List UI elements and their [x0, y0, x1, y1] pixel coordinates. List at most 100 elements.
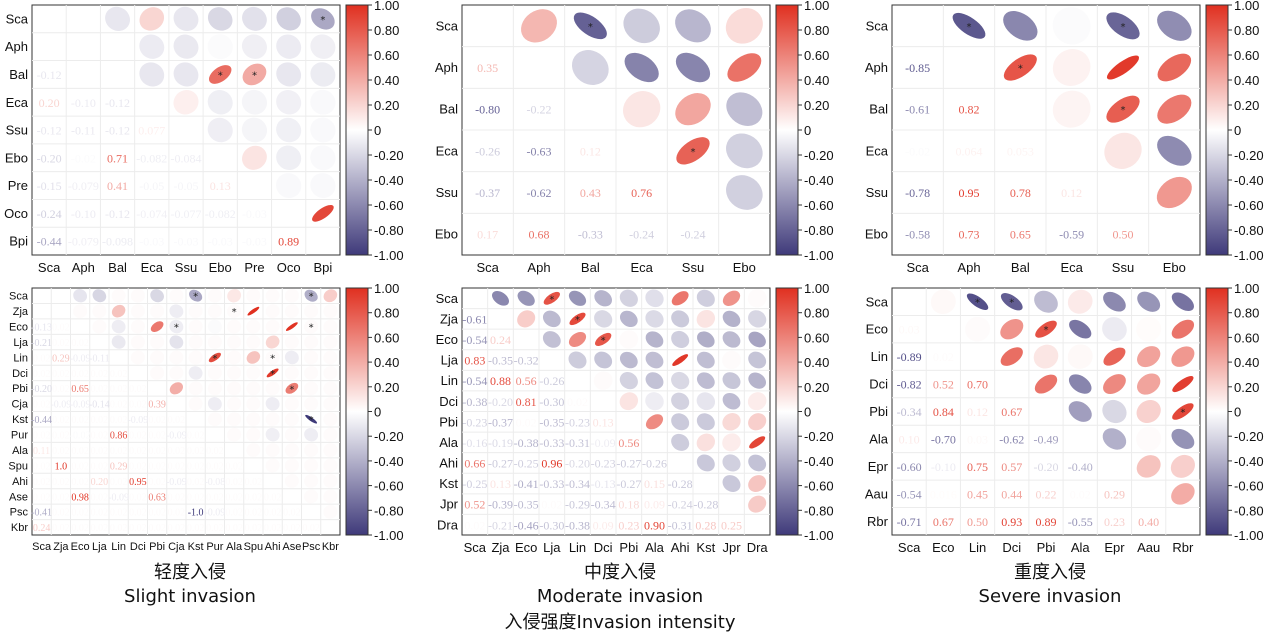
corr-value: -0.03 — [174, 235, 199, 249]
caption-moderate-en: Moderate invasion — [536, 586, 704, 607]
corr-value: 0.45 — [967, 487, 988, 501]
colorbar-tick-label: -0.20 — [1234, 429, 1264, 444]
corr-ellipse — [323, 443, 338, 458]
colorbar-tick-label: 0.40 — [1234, 355, 1259, 370]
corr-ellipse — [623, 8, 660, 44]
y-tick-label: Ssu — [866, 185, 888, 200]
colorbar-tick-label: 0 — [374, 123, 381, 138]
corr-ellipse — [748, 372, 767, 389]
corr-value: -0.24 — [681, 228, 706, 242]
y-tick-label: Eco — [866, 322, 888, 337]
corr-value: -0.23 — [591, 457, 616, 471]
y-tick-label: Sca — [6, 11, 29, 26]
corr-ellipse — [284, 350, 299, 365]
corr-ellipse — [323, 396, 338, 411]
corr-ellipse — [748, 331, 766, 348]
y-tick-label: Eca — [866, 143, 889, 158]
corr-ellipse — [323, 458, 338, 473]
corr-value: 0.02 — [264, 492, 282, 503]
corr-ellipse — [696, 454, 715, 472]
corr-value: 0.70 — [967, 378, 988, 392]
significance-mark: * — [967, 22, 972, 33]
corr-value: -0.19 — [488, 436, 513, 450]
corr-ellipse — [594, 290, 613, 307]
corr-ellipse — [727, 53, 762, 82]
corr-ellipse — [242, 6, 267, 31]
colorbar-tick-label: -0.80 — [804, 503, 834, 518]
colorbar — [775, 4, 799, 256]
corr-ellipse — [748, 351, 767, 369]
corr-ellipse — [227, 427, 242, 442]
corr-ellipse — [188, 366, 203, 380]
corr-ellipse — [323, 489, 338, 504]
corr-ellipse — [722, 372, 741, 390]
corr-ellipse — [246, 288, 261, 303]
y-tick-label: Zja — [13, 306, 29, 318]
corr-value: 0.02 — [52, 477, 70, 488]
corr-value: 0.17 — [477, 228, 498, 242]
corr-ellipse — [1171, 319, 1195, 339]
significance-mark: * — [975, 298, 980, 309]
corr-value: -0.39 — [488, 498, 513, 512]
corr-value: -0.05 — [139, 179, 164, 193]
y-tick-label: Lja — [13, 337, 29, 349]
corr-value: 0.02 — [225, 461, 243, 472]
chart-moderate: * 0.35 -0.80 -0.22 -0.26 -0.63 0.12 * -0.37 -0.62… — [435, 0, 834, 275]
corr-ellipse — [1106, 12, 1140, 40]
corr-ellipse — [1052, 7, 1091, 45]
corr-value: -0.33 — [578, 228, 603, 242]
x-tick-label: Kst — [188, 541, 204, 553]
corr-value: -0.63 — [527, 144, 552, 158]
corr-ellipse — [1171, 428, 1195, 449]
corr-value: 0.02 — [245, 508, 263, 519]
corr-value: -0.20 — [1034, 460, 1059, 474]
corr-value: 0.02 — [168, 461, 186, 472]
corr-ellipse — [542, 310, 561, 328]
corr-value: 0.95 — [959, 186, 980, 200]
corr-ellipse — [207, 412, 222, 427]
corr-ellipse — [1106, 95, 1140, 123]
corr-ellipse — [207, 288, 222, 303]
corr-value: 0.02 — [91, 461, 109, 472]
corr-ellipse — [246, 443, 261, 458]
corr-value: 0.02 — [52, 338, 70, 349]
corr-value: 0.44 — [1001, 487, 1022, 501]
corr-value: 0.02 — [516, 415, 537, 429]
corr-value: 0 — [46, 40, 52, 54]
corr-ellipse — [304, 319, 319, 334]
corr-value: 0.40 — [1138, 515, 1159, 529]
corr-value: -0.16 — [462, 436, 487, 450]
corr-value: 0.20 — [39, 96, 60, 110]
corr-ellipse — [696, 392, 716, 411]
corr-ellipse — [645, 414, 664, 430]
colorbar-tick-label: 0.80 — [804, 23, 829, 38]
corr-ellipse — [594, 310, 613, 328]
corr-ellipse — [207, 34, 233, 60]
y-tick-label: Kst — [12, 414, 28, 426]
corr-ellipse — [246, 396, 261, 411]
corr-value: 0.98 — [71, 492, 89, 503]
corr-ellipse — [1068, 374, 1092, 394]
corr-ellipse — [189, 289, 203, 302]
corr-value: 0.02 — [264, 523, 282, 534]
corr-ellipse — [241, 34, 267, 59]
corr-value: 0.68 — [529, 228, 550, 242]
corr-value: 0.02 — [33, 431, 51, 442]
corr-value: 0.02 — [71, 508, 89, 519]
colorbar — [345, 287, 369, 536]
x-tick-label: Dci — [130, 541, 146, 553]
y-tick-label: Ase — [9, 491, 28, 503]
corr-ellipse — [323, 474, 338, 488]
corr-ellipse — [671, 392, 690, 410]
x-tick-label: Bal — [108, 260, 127, 275]
corr-ellipse — [645, 372, 664, 389]
caption-slight-cn: 轻度入侵 — [154, 562, 226, 583]
corr-value: -0.28 — [668, 477, 693, 491]
corr-value: 0.02 — [168, 415, 186, 426]
corr-ellipse — [1034, 290, 1058, 313]
corr-value: 0.02 — [52, 431, 70, 442]
corr-value: -0.35 — [488, 354, 513, 368]
corr-ellipse — [323, 304, 338, 319]
y-tick-label: Ssu — [6, 123, 28, 138]
corr-ellipse — [265, 427, 280, 442]
